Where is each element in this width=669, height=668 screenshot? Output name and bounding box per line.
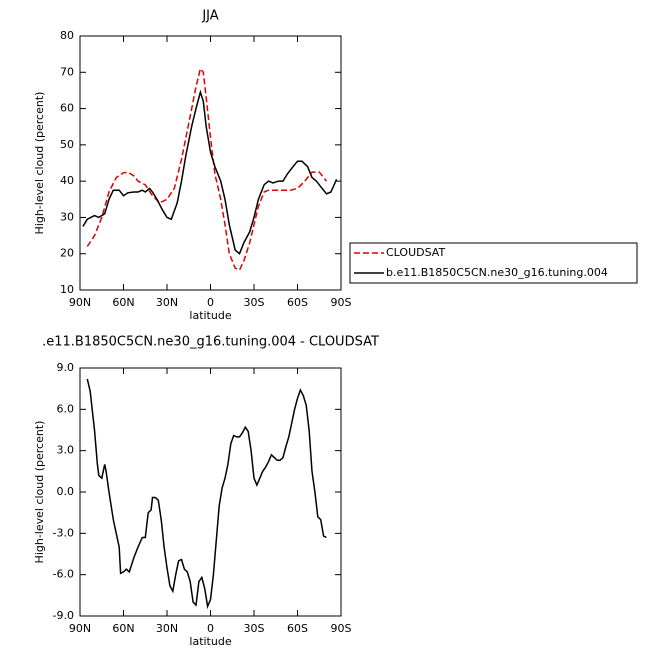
y-tick-label: 20 — [60, 247, 74, 260]
y-tick-label: -6.0 — [53, 568, 74, 581]
legend-box — [349, 242, 638, 284]
x-tick-label: 90N — [69, 622, 91, 635]
x-axis-label: latitude — [189, 309, 231, 322]
y-tick-label: 70 — [60, 65, 74, 78]
plot-frame — [79, 367, 342, 617]
x-tick-label: 90S — [331, 296, 352, 309]
y-tick-label: 80 — [60, 29, 74, 42]
legend-label: CLOUDSAT — [386, 246, 445, 259]
y-tick-label: 40 — [60, 174, 74, 187]
x-tick-label: 60S — [287, 622, 308, 635]
data-line — [82, 89, 338, 255]
y-tick-label: 3.0 — [57, 444, 75, 457]
x-axis-label: latitude — [189, 635, 231, 648]
y-tick-label: 60 — [60, 102, 74, 115]
y-tick-label: 50 — [60, 138, 74, 151]
chart-title: JJA — [201, 9, 218, 24]
chart-title: .e11.B1850C5CN.ne30_g16.tuning.004 - CLO… — [42, 335, 379, 350]
y-tick-label: 0.0 — [57, 485, 75, 498]
plot-frame — [79, 35, 342, 291]
x-tick-label: 30S — [244, 296, 265, 309]
x-tick-label: 30S — [244, 622, 265, 635]
x-tick-label: 30N — [156, 296, 178, 309]
y-tick-label: 10 — [60, 283, 74, 296]
x-tick-label: 90S — [331, 622, 352, 635]
y-tick-label: 9.0 — [57, 361, 75, 374]
y-tick-label: 6.0 — [57, 402, 75, 415]
x-tick-label: 30N — [156, 622, 178, 635]
y-tick-label: 30 — [60, 210, 74, 223]
x-tick-label: 60N — [112, 296, 134, 309]
x-tick-label: 0 — [207, 296, 214, 309]
x-tick-label: 60N — [112, 622, 134, 635]
y-axis-label: High-level cloud (percent) — [33, 421, 46, 564]
x-tick-label: 90N — [69, 296, 91, 309]
data-line — [86, 67, 328, 271]
y-tick-label: -9.0 — [53, 609, 74, 622]
data-line — [86, 378, 327, 610]
legend-label: b.e11.B1850C5CN.ne30_g16.tuning.004 — [386, 266, 608, 279]
x-tick-label: 0 — [207, 622, 214, 635]
y-tick-label: -3.0 — [53, 526, 74, 539]
x-tick-label: 60S — [287, 296, 308, 309]
y-axis-label: High-level cloud (percent) — [33, 92, 46, 235]
